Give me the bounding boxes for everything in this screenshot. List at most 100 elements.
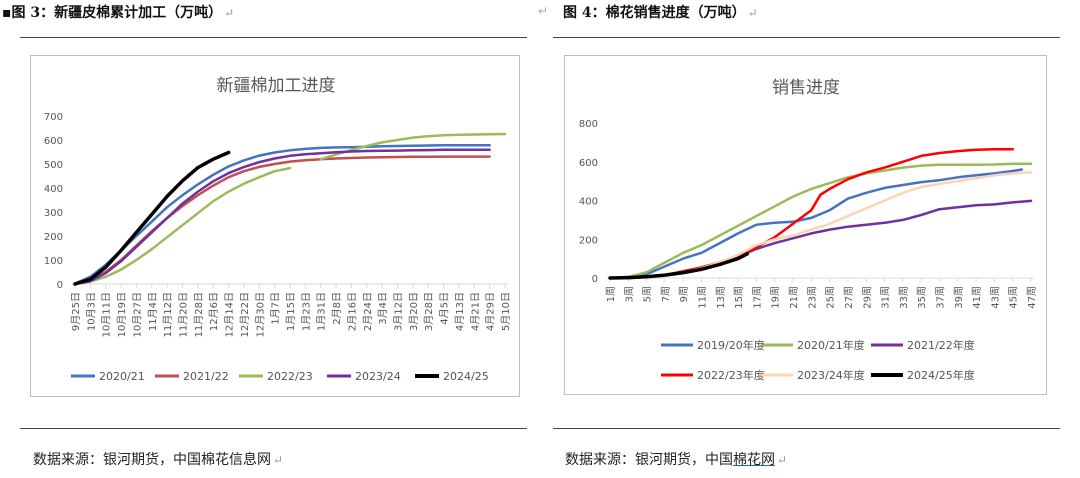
right-chart: 销售进度 0 200 400 600 800 1周 3周 5周 7周 9周 11周 13周 15周 17周 1…: [579, 78, 1038, 382]
series-line: [73, 166, 292, 286]
x-tick-label: 10月27日: [131, 292, 143, 337]
x-tick-label: 37周: [934, 286, 946, 309]
x-tick-label: 11月12日: [162, 292, 174, 337]
y-tick-label: 700: [44, 112, 63, 123]
x-tick-label: 2月16日: [346, 292, 358, 331]
legend-label: 2023/24: [355, 370, 401, 383]
y-tick-label: 200: [44, 232, 63, 243]
return-icon: ↵: [777, 453, 788, 467]
x-tick-label: 25周: [825, 286, 837, 309]
x-tick-label: 11月4日: [147, 292, 159, 331]
chart-title: 新疆棉加工进度: [217, 76, 336, 96]
legend-label: 2020/21年度: [797, 338, 865, 352]
x-tick-label: 17周: [751, 286, 763, 309]
return-icon: ↵: [747, 6, 758, 20]
x-tick-label: 13周: [715, 286, 727, 309]
x-tick-label: 1月23日: [300, 292, 312, 331]
series-line: [73, 148, 491, 286]
legend-label: 2024/25年度: [907, 368, 975, 382]
series-line: [608, 252, 750, 280]
legend-label: 2021/22: [183, 370, 229, 383]
x-tick-label: 2月24日: [362, 292, 374, 331]
return-icon: ↵: [224, 6, 235, 20]
x-tick-label: 45周: [1008, 286, 1020, 309]
x-tick-label: 9月25日: [70, 292, 82, 331]
x-tick-label: 1月15日: [285, 292, 297, 331]
y-tick-label: 500: [44, 160, 63, 171]
x-tick-label: 12月30日: [254, 292, 266, 337]
x-tick-label: 23周: [806, 286, 818, 309]
x-tick-label: 4月13日: [454, 292, 466, 331]
source-link[interactable]: 棉花网: [733, 452, 775, 468]
x-tick-label: 4月29日: [485, 292, 497, 331]
right-chart-frame: 销售进度 0 200 400 600 800 1周 3周 5周 7周 9周 11周 13周 15周 17周 1…: [564, 55, 1047, 395]
right-figure-caption: 图 4：棉花销售进度（万吨） ↵: [563, 5, 758, 21]
x-tick-label: 7周: [660, 286, 672, 302]
x-tick-label: 11周: [697, 286, 709, 309]
x-tick-label: 41周: [971, 286, 983, 309]
y-tick-label: 0: [57, 280, 63, 291]
legend-label: 2024/25: [443, 370, 489, 383]
x-tick-label: 3周: [623, 286, 635, 302]
x-tick-label: 19周: [770, 286, 782, 309]
x-tick-label: 2月8日: [331, 292, 343, 325]
series-line: [608, 199, 1033, 280]
series-line: [73, 155, 491, 286]
y-tick-label: 600: [579, 158, 598, 169]
x-tick-label: 1月7日: [270, 292, 282, 325]
y-tick-label: 200: [579, 235, 598, 246]
x-tick-label: 27周: [843, 286, 855, 309]
x-tick-label: 47周: [1026, 286, 1038, 309]
left-figure-caption: ▪图 3：新疆皮棉累计加工（万吨） ↵: [2, 5, 235, 21]
x-tick-label: 10月19日: [116, 292, 128, 337]
x-tick-label: 3月28日: [423, 292, 435, 331]
legend-label: 2021/22年度: [907, 338, 975, 352]
left-chart-frame: 新疆棉加工进度 0 100 200 300 400 500 600 700 9月25日 10月3日 1…: [30, 55, 520, 397]
left-source: 数据来源：银河期货，中国棉花信息网 ↵: [33, 452, 284, 468]
x-tick-label: 5周: [642, 286, 654, 302]
legend-label: 2019/20年度: [697, 338, 765, 352]
x-tick-label: 21周: [788, 286, 800, 309]
series-line: [73, 144, 491, 285]
series-line: [319, 132, 507, 161]
y-tick-label: 400: [579, 197, 598, 208]
y-tick-label: 300: [44, 208, 63, 219]
x-tick-label: 4月21日: [469, 292, 481, 331]
left-chart: 新疆棉加工进度 0 100 200 300 400 500 600 700 9月25日 10月3日 1…: [44, 76, 512, 383]
legend-label: 2022/23: [267, 370, 313, 383]
x-tick-label: 11月20日: [178, 292, 190, 337]
series-line: [73, 150, 231, 286]
x-tick-label: 4月5日: [439, 292, 451, 325]
x-tick-label: 1周: [605, 286, 617, 302]
y-tick-label: 800: [579, 119, 598, 130]
y-tick-label: 0: [592, 274, 598, 285]
x-tick-label: 15周: [733, 286, 745, 309]
x-tick-label: 3月12日: [393, 292, 405, 331]
x-tick-label: 12月22日: [239, 292, 251, 337]
x-tick-label: 12月14日: [224, 292, 236, 337]
series-line: [608, 162, 1033, 280]
return-icon: ↵: [538, 4, 549, 18]
x-tick-label: 43周: [989, 286, 1001, 309]
legend-label: 2023/24年度: [797, 368, 865, 382]
x-tick-label: 10月11日: [101, 292, 113, 337]
left-caption-rule: [20, 37, 527, 38]
x-tick-label: 10月3日: [85, 292, 97, 331]
x-tick-label: 3月4日: [377, 292, 389, 325]
x-tick-label: 35周: [916, 286, 928, 309]
right-caption-rule: [553, 37, 1060, 38]
x-tick-label: 31周: [880, 286, 892, 309]
y-tick-label: 100: [44, 256, 63, 267]
legend-label: 2022/23年度: [697, 368, 765, 382]
right-source-rule: [553, 428, 1060, 429]
x-tick-label: 3月20日: [408, 292, 420, 331]
x-tick-label: 39周: [953, 286, 965, 309]
x-tick-label: 33周: [898, 286, 910, 309]
x-tick-label: 11月28日: [193, 292, 205, 337]
y-tick-label: 400: [44, 184, 63, 195]
y-tick-label: 600: [44, 136, 63, 147]
x-tick-label: 29周: [861, 286, 873, 309]
x-tick-label: 5月10日: [500, 292, 512, 331]
x-tick-label: 9周: [678, 286, 690, 302]
left-source-rule: [20, 428, 527, 429]
